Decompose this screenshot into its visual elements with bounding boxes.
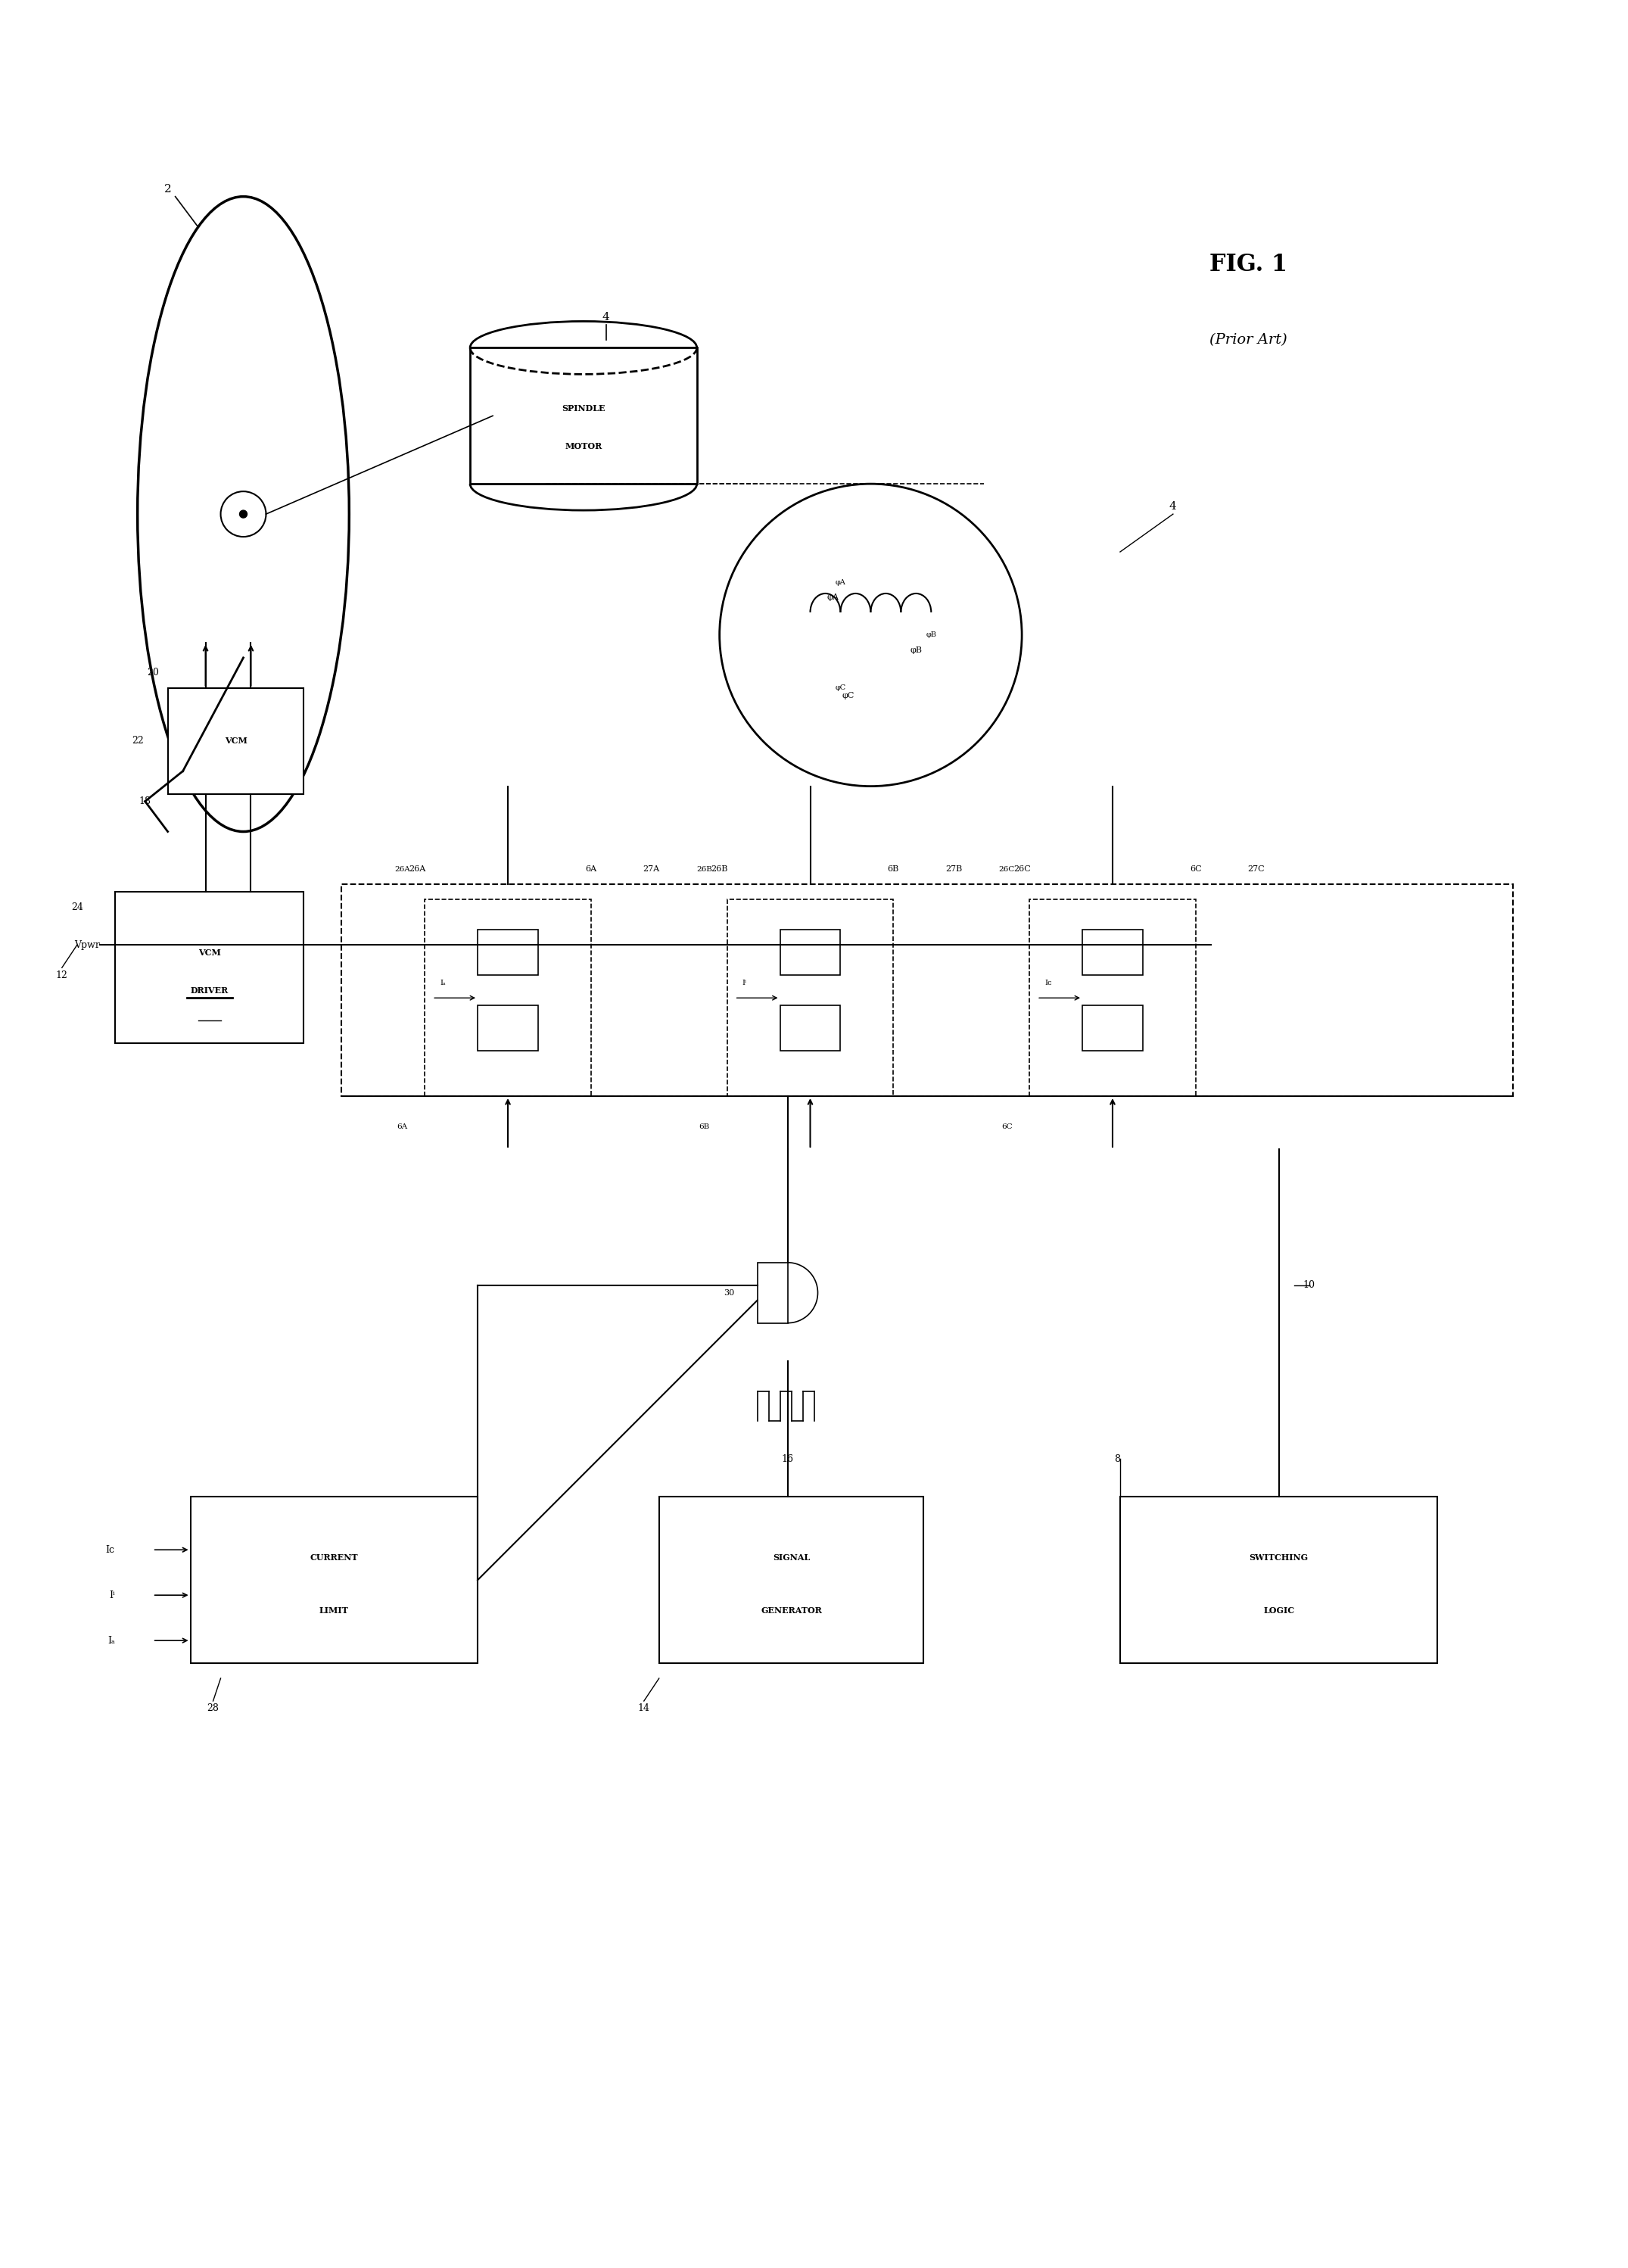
Text: CURRENT: CURRENT bbox=[309, 1554, 358, 1563]
Text: φC: φC bbox=[835, 685, 847, 692]
Text: 4: 4 bbox=[602, 313, 610, 322]
Text: SIGNAL: SIGNAL bbox=[773, 1554, 811, 1563]
Bar bbox=[342, 885, 1512, 1095]
Text: 30: 30 bbox=[724, 1288, 734, 1297]
Text: FIG. 1: FIG. 1 bbox=[1210, 252, 1288, 277]
Bar bbox=[477, 930, 539, 975]
Bar bbox=[659, 1497, 923, 1662]
Text: Iₐ: Iₐ bbox=[107, 1635, 116, 1647]
Text: 6B: 6B bbox=[887, 866, 899, 873]
Text: (Prior Art): (Prior Art) bbox=[1210, 333, 1288, 347]
Text: LIMIT: LIMIT bbox=[319, 1606, 348, 1615]
Bar bbox=[477, 1005, 539, 1050]
Text: 26A: 26A bbox=[409, 866, 425, 873]
Text: φB: φB bbox=[910, 646, 921, 653]
Text: SWITCHING: SWITCHING bbox=[1249, 1554, 1309, 1563]
Text: 26A: 26A bbox=[394, 866, 410, 873]
Text: 6C: 6C bbox=[1001, 1123, 1013, 1129]
Bar bbox=[780, 930, 840, 975]
Text: 2: 2 bbox=[164, 184, 171, 195]
Text: 26C: 26C bbox=[1013, 866, 1031, 873]
Text: Iₐ: Iₐ bbox=[440, 980, 446, 987]
Text: MOTOR: MOTOR bbox=[565, 442, 602, 451]
Text: 6C: 6C bbox=[1190, 866, 1201, 873]
Text: 22: 22 bbox=[132, 735, 143, 746]
Bar bbox=[168, 687, 304, 794]
Circle shape bbox=[239, 510, 247, 517]
Text: φA: φA bbox=[827, 594, 838, 601]
Text: 27C: 27C bbox=[1247, 866, 1265, 873]
Text: 6B: 6B bbox=[698, 1123, 710, 1129]
Text: 27A: 27A bbox=[643, 866, 659, 873]
Text: 20: 20 bbox=[147, 667, 158, 678]
Bar bbox=[1029, 900, 1195, 1095]
Text: 26B: 26B bbox=[711, 866, 728, 873]
Bar bbox=[425, 900, 591, 1095]
Circle shape bbox=[720, 483, 1022, 787]
Bar bbox=[190, 1497, 477, 1662]
Bar bbox=[1083, 1005, 1143, 1050]
Text: 26B: 26B bbox=[697, 866, 713, 873]
Text: 8: 8 bbox=[1114, 1454, 1120, 1465]
Text: 26C: 26C bbox=[998, 866, 1014, 873]
Text: 10: 10 bbox=[1302, 1279, 1315, 1290]
Bar bbox=[470, 347, 697, 483]
Bar bbox=[757, 1263, 788, 1322]
Text: SPINDLE: SPINDLE bbox=[562, 404, 606, 413]
Text: DRIVER: DRIVER bbox=[190, 987, 228, 996]
Text: 14: 14 bbox=[638, 1703, 650, 1715]
Circle shape bbox=[221, 492, 265, 538]
Text: 6A: 6A bbox=[397, 1123, 407, 1129]
Text: 18: 18 bbox=[138, 796, 151, 807]
Text: φC: φC bbox=[842, 692, 855, 699]
Text: 24: 24 bbox=[72, 903, 83, 912]
Text: VCM: VCM bbox=[199, 948, 221, 957]
Bar bbox=[1120, 1497, 1438, 1662]
Text: 16: 16 bbox=[781, 1454, 793, 1465]
Text: Iⁱ: Iⁱ bbox=[742, 980, 747, 987]
Text: Iᴄ: Iᴄ bbox=[1045, 980, 1052, 987]
Text: 4: 4 bbox=[1169, 501, 1177, 513]
Text: Iᴄ: Iᴄ bbox=[106, 1545, 116, 1556]
Text: 27B: 27B bbox=[946, 866, 962, 873]
Text: 28: 28 bbox=[207, 1703, 220, 1715]
Bar bbox=[780, 1005, 840, 1050]
Text: Iⁱ: Iⁱ bbox=[109, 1590, 116, 1601]
Bar bbox=[728, 900, 894, 1095]
Text: φA: φA bbox=[835, 578, 845, 585]
Text: Vpwr: Vpwr bbox=[75, 939, 99, 950]
Bar bbox=[1083, 930, 1143, 975]
Text: VCM: VCM bbox=[225, 737, 247, 746]
Text: GENERATOR: GENERATOR bbox=[760, 1606, 822, 1615]
Ellipse shape bbox=[137, 197, 348, 832]
Text: 12: 12 bbox=[55, 971, 68, 980]
Text: LOGIC: LOGIC bbox=[1263, 1606, 1294, 1615]
Text: φB: φB bbox=[926, 631, 936, 640]
Text: 6A: 6A bbox=[586, 866, 597, 873]
Bar bbox=[116, 891, 304, 1043]
